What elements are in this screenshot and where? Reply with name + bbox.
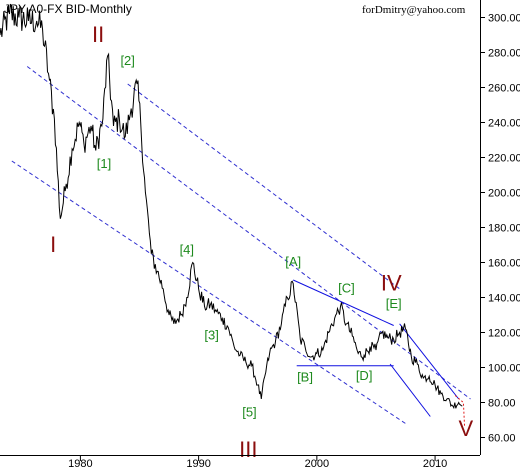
y-tick-label: 80.00: [488, 398, 516, 410]
wave-label: [3]: [204, 328, 218, 343]
chart-title: JPY A0-FX BID-Monthly: [4, 2, 132, 16]
wave-label: IV: [381, 271, 402, 296]
y-tick-label: 220.00: [488, 153, 520, 165]
y-tick-label: 300.00: [488, 13, 520, 25]
wave-label: [B]: [297, 370, 313, 385]
y-tick-label: 120.00: [488, 328, 520, 340]
x-tick-label: 2010: [423, 458, 447, 469]
wave-label: V: [458, 416, 473, 441]
y-tick-label: 260.00: [488, 83, 520, 95]
y-tick-label: 160.00: [488, 258, 520, 270]
solid-trend-line: [389, 363, 431, 417]
dashed-trend-line: [11, 160, 406, 424]
x-tick-label: 1990: [186, 458, 210, 469]
wave-label: [5]: [242, 405, 256, 420]
y-tick-label: 200.00: [488, 188, 520, 200]
y-tick-label: 100.00: [488, 363, 520, 375]
wave-label: [4]: [180, 242, 194, 257]
wave-label: [1]: [97, 156, 111, 171]
wave-label: I: [50, 232, 56, 257]
x-tick-label: 1980: [68, 458, 92, 469]
wave-label: [2]: [120, 53, 134, 68]
wave-label: [C]: [338, 280, 355, 295]
dashed-trend-line: [26, 66, 471, 400]
y-tick-label: 180.00: [488, 223, 520, 235]
solid-trend-line: [399, 323, 460, 400]
x-tick-label: 2000: [305, 458, 329, 469]
wave-label: III: [239, 437, 257, 462]
solid-trend-line: [292, 279, 394, 326]
y-tick-label: 280.00: [488, 48, 520, 60]
price-line: [0, 3, 463, 410]
wave-label: [E]: [386, 296, 402, 311]
author-email: forDmitry@yahoo.com: [362, 4, 466, 16]
y-tick-label: 60.00: [488, 433, 516, 445]
y-tick-label: 140.00: [488, 293, 520, 305]
price-series: [0, 3, 463, 410]
wave-label: [D]: [356, 368, 373, 383]
dashed-trend-line: [127, 83, 400, 290]
y-tick-label: 240.00: [488, 118, 520, 130]
wave-label: [A]: [285, 254, 301, 269]
trend-lines: [11, 66, 471, 428]
wave-label: II: [92, 22, 104, 47]
